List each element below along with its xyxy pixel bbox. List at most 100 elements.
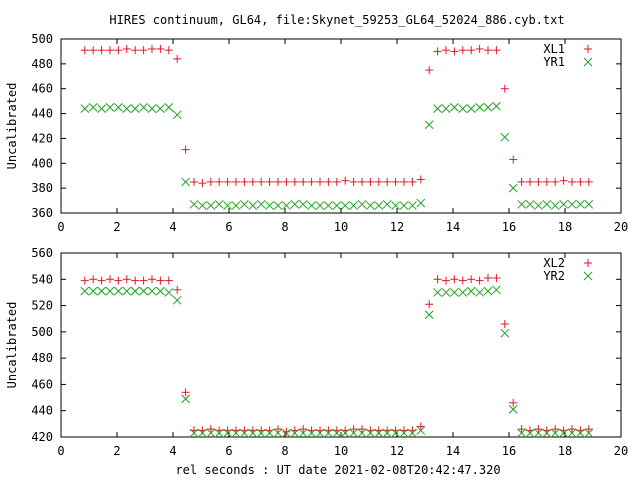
y-tick-label: 500	[31, 32, 53, 46]
y-tick-label: 420	[31, 430, 53, 444]
data-point	[358, 425, 366, 434]
data-point	[382, 428, 392, 438]
data-point	[139, 276, 148, 285]
bottom-panel: 0 2 4 6 8 10 12 14 16 18 20 420 440 460 480 500 520 540 56…	[5, 246, 628, 458]
data-point	[198, 179, 207, 188]
data-point	[508, 405, 518, 414]
series-XL1	[80, 44, 593, 188]
data-point	[568, 425, 576, 434]
x-tick-label: 16	[502, 444, 516, 458]
x-tick-label: 6	[225, 444, 232, 458]
data-point	[349, 425, 358, 434]
data-point	[484, 273, 492, 282]
data-point	[122, 44, 131, 53]
data-point	[298, 199, 308, 209]
data-point	[475, 276, 484, 285]
data-point	[114, 103, 123, 112]
data-point	[450, 103, 459, 112]
x-tick-label: 4	[169, 220, 176, 234]
data-point	[282, 428, 291, 438]
data-point	[567, 199, 577, 209]
data-point	[366, 428, 375, 438]
data-point	[122, 275, 131, 284]
data-point	[114, 276, 123, 285]
data-point	[534, 425, 543, 434]
data-point	[584, 428, 594, 438]
data-point	[173, 285, 182, 294]
data-point	[441, 288, 451, 297]
data-point	[391, 428, 400, 438]
data-point	[416, 422, 425, 431]
data-point	[576, 428, 585, 438]
data-point	[340, 428, 350, 438]
y-tick-label: 440	[31, 404, 53, 418]
data-point	[559, 176, 568, 185]
data-point	[416, 198, 426, 208]
data-point	[248, 177, 257, 186]
data-point	[316, 177, 324, 186]
data-point	[525, 199, 535, 209]
data-point	[492, 273, 501, 282]
data-point	[332, 428, 342, 438]
y-tick-label: 480	[31, 57, 53, 71]
data-point	[408, 177, 417, 186]
x-tick-label: 0	[57, 444, 64, 458]
data-point	[315, 428, 325, 438]
data-point	[517, 425, 526, 434]
data-point	[114, 286, 123, 296]
data-point	[156, 104, 165, 113]
data-point	[551, 425, 560, 434]
data-point	[408, 428, 417, 438]
data-point	[492, 46, 501, 55]
legend-label: YR1	[543, 55, 565, 69]
data-point	[97, 286, 106, 296]
data-point	[534, 177, 543, 186]
data-point	[139, 46, 148, 55]
data-point	[349, 428, 358, 438]
data-point	[458, 276, 467, 285]
data-point	[467, 46, 476, 55]
data-point	[274, 177, 282, 186]
data-point	[416, 426, 426, 435]
data-point	[424, 120, 434, 130]
data-point	[424, 310, 434, 320]
legend-label: XL2	[543, 256, 565, 270]
data-point	[450, 47, 459, 56]
data-point	[500, 328, 510, 338]
data-point	[256, 428, 266, 438]
plot-frame	[60, 38, 622, 214]
data-point	[484, 46, 492, 55]
data-point	[231, 428, 241, 438]
x-tick-label: 8	[281, 444, 288, 458]
data-point	[114, 46, 123, 55]
y-axis-label: Uncalibrated	[5, 83, 19, 170]
data-point	[517, 199, 526, 209]
data-point	[374, 428, 384, 438]
data-point	[526, 177, 534, 186]
data-point	[130, 286, 140, 296]
data-point	[500, 319, 509, 328]
x-tick-label: 10	[334, 220, 348, 234]
data-point	[475, 288, 484, 297]
data-point	[97, 104, 106, 113]
data-point	[534, 428, 543, 438]
y-tick-label: 400	[31, 156, 53, 170]
data-point	[147, 286, 157, 296]
data-point	[349, 177, 358, 186]
data-point	[416, 175, 425, 184]
data-point	[517, 428, 526, 438]
data-point	[206, 177, 215, 186]
data-point	[466, 286, 476, 296]
y-tick-label: 460	[31, 377, 53, 391]
data-point	[542, 428, 552, 438]
data-point	[383, 177, 392, 186]
data-point	[341, 176, 350, 185]
x-tick-label: 0	[57, 220, 64, 234]
data-point	[282, 201, 291, 210]
series-YR2	[80, 285, 594, 438]
data-point	[290, 428, 300, 438]
data-point	[509, 155, 518, 164]
data-point	[366, 201, 375, 210]
data-point	[307, 201, 316, 210]
